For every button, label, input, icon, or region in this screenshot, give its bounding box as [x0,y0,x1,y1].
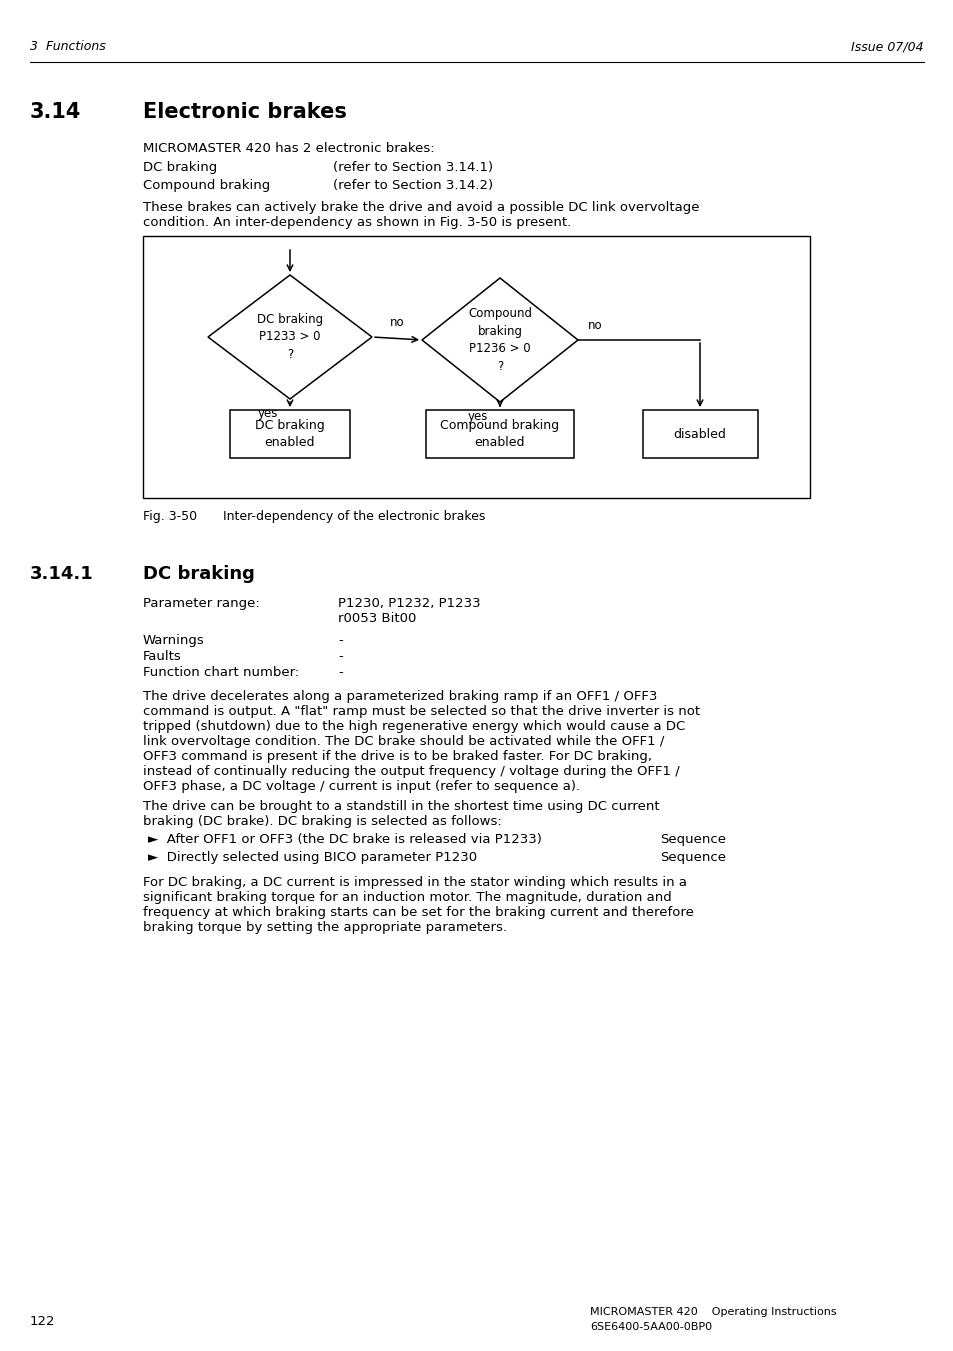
Text: OFF3 phase, a DC voltage / current is input (refer to sequence a).: OFF3 phase, a DC voltage / current is in… [143,780,579,793]
Text: MICROMASTER 420    Operating Instructions: MICROMASTER 420 Operating Instructions [589,1306,836,1317]
Text: 122: 122 [30,1315,55,1328]
Text: DC braking: DC braking [143,565,254,584]
Text: yes: yes [467,409,488,423]
Text: Compound braking
enabled: Compound braking enabled [440,419,559,450]
Text: Sequence: Sequence [659,851,725,865]
Text: disabled: disabled [673,427,725,440]
Bar [143,236,809,499]
Text: 6SE6400-5AA00-0BP0: 6SE6400-5AA00-0BP0 [589,1323,711,1332]
Bar [642,409,758,458]
Text: Parameter range:: Parameter range: [143,597,259,611]
Text: ►  After OFF1 or OFF3 (the DC brake is released via P1233): ► After OFF1 or OFF3 (the DC brake is re… [148,834,541,846]
Text: yes: yes [257,407,277,420]
Text: OFF3 command is present if the drive is to be braked faster. For DC braking,: OFF3 command is present if the drive is … [143,750,651,763]
Text: frequency at which braking starts can be set for the braking current and therefo: frequency at which braking starts can be… [143,907,693,919]
Text: braking (DC brake). DC braking is selected as follows:: braking (DC brake). DC braking is select… [143,815,501,828]
Text: P1230, P1232, P1233: P1230, P1232, P1233 [337,597,480,611]
Text: significant braking torque for an induction motor. The magnitude, duration and: significant braking torque for an induct… [143,892,671,904]
Text: Electronic brakes: Electronic brakes [143,101,347,122]
Text: command is output. A "flat" ramp must be selected so that the drive inverter is : command is output. A "flat" ramp must be… [143,705,700,717]
Text: DC braking: DC braking [143,161,217,174]
Text: Compound braking: Compound braking [143,178,270,192]
Text: Inter-dependency of the electronic brakes: Inter-dependency of the electronic brake… [223,509,485,523]
Text: no: no [587,319,602,332]
Text: Function chart number:: Function chart number: [143,666,299,680]
Text: 3  Functions: 3 Functions [30,41,106,53]
Text: instead of continually reducing the output frequency / voltage during the OFF1 /: instead of continually reducing the outp… [143,765,679,778]
Bar [426,409,574,458]
Text: ►  Directly selected using BICO parameter P1230: ► Directly selected using BICO parameter… [148,851,476,865]
Text: MICROMASTER 420 has 2 electronic brakes:: MICROMASTER 420 has 2 electronic brakes: [143,142,435,155]
Text: Warnings: Warnings [143,634,205,647]
Text: tripped (shutdown) due to the high regenerative energy which would cause a DC: tripped (shutdown) due to the high regen… [143,720,684,734]
Text: Sequence: Sequence [659,834,725,846]
Text: -: - [337,634,342,647]
Text: braking torque by setting the appropriate parameters.: braking torque by setting the appropriat… [143,921,506,934]
Text: DC braking
P1233 > 0
?: DC braking P1233 > 0 ? [256,312,323,362]
Text: (refer to Section 3.14.2): (refer to Section 3.14.2) [333,178,493,192]
Text: Issue 07/04: Issue 07/04 [850,41,923,53]
Text: Compound
braking
P1236 > 0
?: Compound braking P1236 > 0 ? [468,307,532,373]
Bar [230,409,350,458]
Text: These brakes can actively brake the drive and avoid a possible DC link overvolta: These brakes can actively brake the driv… [143,201,699,213]
Text: 3.14.1: 3.14.1 [30,565,93,584]
Text: no: no [389,316,404,330]
Text: -: - [337,650,342,663]
Text: Fig. 3-50: Fig. 3-50 [143,509,197,523]
Text: For DC braking, a DC current is impressed in the stator winding which results in: For DC braking, a DC current is impresse… [143,875,686,889]
Text: 3.14: 3.14 [30,101,81,122]
Text: r0053 Bit00: r0053 Bit00 [337,612,416,626]
Text: DC braking
enabled: DC braking enabled [254,419,325,450]
Text: (refer to Section 3.14.1): (refer to Section 3.14.1) [333,161,493,174]
Text: The drive decelerates along a parameterized braking ramp if an OFF1 / OFF3: The drive decelerates along a parameteri… [143,690,657,703]
Text: Faults: Faults [143,650,182,663]
Text: condition. An inter-dependency as shown in Fig. 3-50 is present.: condition. An inter-dependency as shown … [143,216,571,230]
Text: link overvoltage condition. The DC brake should be activated while the OFF1 /: link overvoltage condition. The DC brake… [143,735,663,748]
Text: The drive can be brought to a standstill in the shortest time using DC current: The drive can be brought to a standstill… [143,800,659,813]
Text: -: - [337,666,342,680]
